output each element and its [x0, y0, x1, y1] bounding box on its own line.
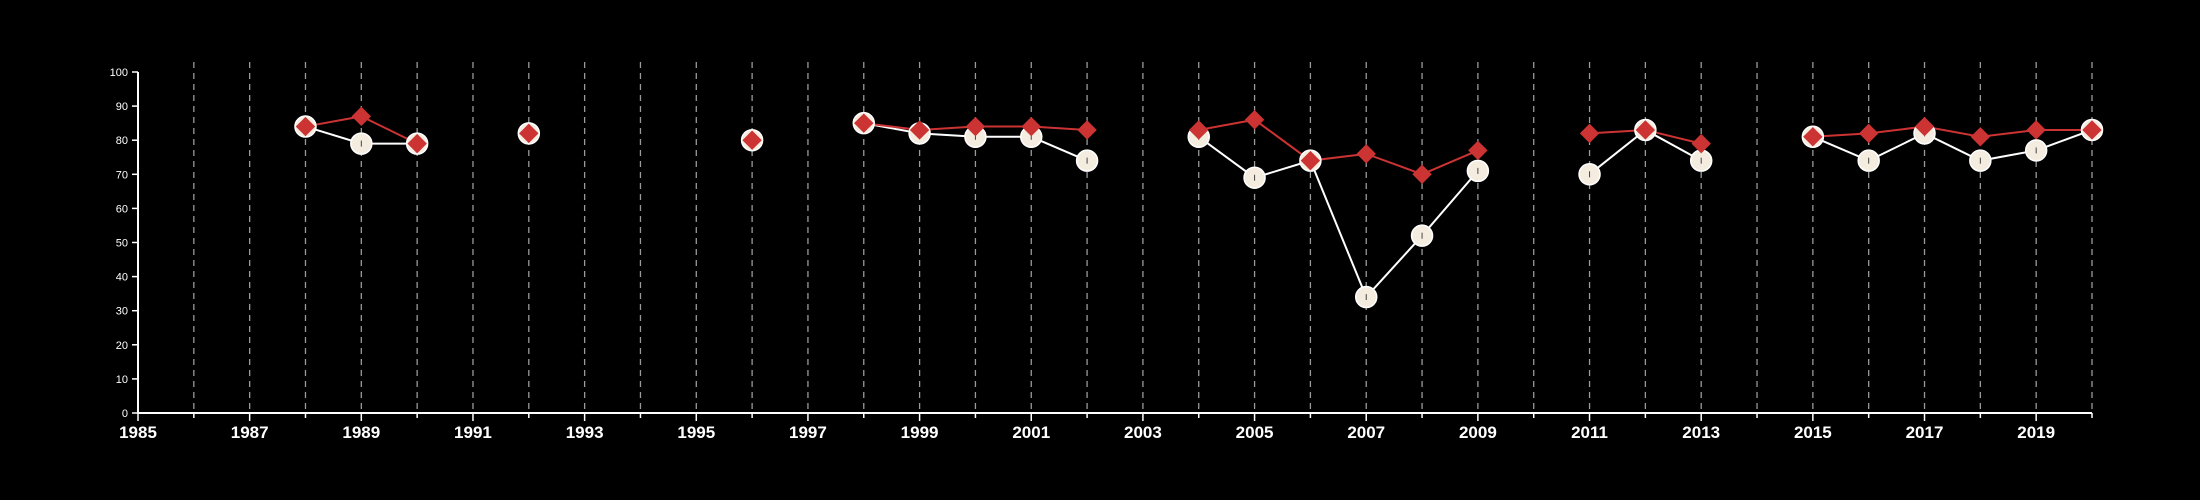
series-markers — [294, 106, 2104, 309]
x-tick-label-1985: 1985 — [119, 423, 157, 442]
y-tick-label-60: 60 — [116, 203, 128, 215]
y-tick-label-100: 100 — [110, 67, 128, 79]
y-tick-label-0: 0 — [122, 408, 128, 420]
diamond-point-2000 — [965, 116, 986, 137]
diamond-point-1992 — [519, 123, 539, 144]
diamond-point-2013 — [1691, 133, 1711, 154]
diamond-point-1990 — [407, 133, 427, 154]
x-tick-label-1995: 1995 — [677, 423, 715, 442]
diamond-series-line-4 — [1198, 118, 1479, 176]
x-tick-label-2019: 2019 — [2017, 423, 2055, 442]
x-tick-label-1997: 1997 — [789, 423, 827, 442]
x-tick-label-2013: 2013 — [1682, 423, 1720, 442]
diamond-point-2001 — [1021, 116, 1041, 137]
axes: 0 10 20 30 40 50 60 70 80 90 100 1985 1987 1989 1991 19… — [110, 67, 2093, 442]
x-tick-label-1999: 1999 — [901, 423, 939, 442]
diamond-point-1998 — [854, 113, 874, 133]
diamond-point-2002 — [1077, 120, 1097, 140]
y-tick-label-70: 70 — [116, 169, 128, 181]
diamond-point-1999 — [909, 120, 930, 140]
circle-series-line-4 — [1198, 135, 1479, 299]
x-tick-label-2017: 2017 — [1906, 423, 1944, 442]
x-tick-label-1989: 1989 — [342, 423, 380, 442]
diamond-point-2007 — [1356, 144, 1376, 164]
x-tick-label-1993: 1993 — [566, 423, 604, 442]
x-tick-label-2007: 2007 — [1347, 423, 1385, 442]
diamond-point-2017 — [1914, 116, 1935, 137]
diamond-point-2020 — [2082, 120, 2102, 140]
x-tick-label-2011: 2011 — [1571, 423, 1608, 442]
diamond-point-2008 — [1412, 164, 1432, 185]
y-tick-label-30: 30 — [116, 306, 128, 318]
y-tick-label-80: 80 — [116, 135, 128, 147]
diamond-point-1988 — [295, 116, 316, 137]
x-tick-label-2001: 2001 — [1012, 423, 1050, 442]
y-tick-label-50: 50 — [116, 238, 128, 250]
x-tick-label-1991: 1991 — [454, 423, 492, 442]
diamond-point-2004 — [1189, 120, 1209, 140]
diamond-point-1989 — [351, 106, 372, 127]
y-tick-label-90: 90 — [116, 101, 128, 113]
diamond-point-2005 — [1244, 110, 1265, 130]
y-tick-label-40: 40 — [116, 272, 128, 284]
x-tick-label-1987: 1987 — [231, 423, 269, 442]
diamond-point-2009 — [1468, 140, 1488, 161]
diamond-point-2012 — [1635, 120, 1656, 140]
x-tick-label-2005: 2005 — [1236, 423, 1274, 442]
y-tick-label-10: 10 — [116, 374, 128, 386]
diamond-point-2019 — [2026, 120, 2046, 140]
diamond-point-2015 — [1803, 127, 1823, 147]
x-tick-label-2009: 2009 — [1459, 423, 1497, 442]
diamond-point-2011 — [1579, 123, 1600, 144]
diamond-point-1996 — [742, 130, 762, 150]
y-tick-label-20: 20 — [116, 340, 128, 352]
diamond-point-2006 — [1300, 150, 1321, 171]
diamond-point-2016 — [1858, 123, 1879, 144]
x-tick-label-2015: 2015 — [1794, 423, 1832, 442]
diamond-point-2018 — [1970, 127, 1991, 147]
x-tick-label-2003: 2003 — [1124, 423, 1162, 442]
